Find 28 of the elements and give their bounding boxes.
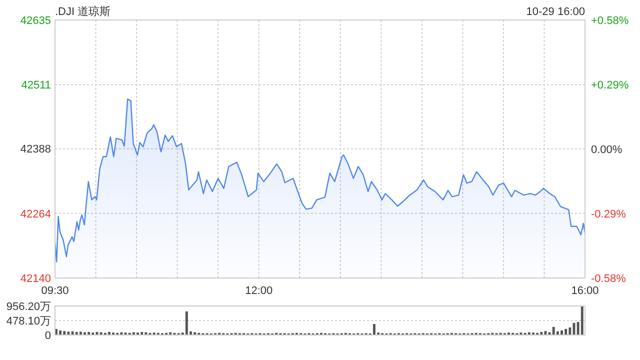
y-tick-label: 42635 bbox=[20, 15, 51, 27]
x-tick-label: 16:00 bbox=[571, 285, 599, 297]
y-tick-label: 42140 bbox=[20, 273, 51, 285]
x-tick-label: 09:30 bbox=[41, 285, 69, 297]
chart-title: .DJI 道琼斯 bbox=[55, 5, 111, 18]
y-tick-label: 42264 bbox=[20, 208, 51, 220]
y-tick-label: 478.10万 bbox=[6, 316, 51, 328]
bar bbox=[79, 332, 82, 335]
bar bbox=[568, 327, 572, 335]
y-tick-label: 42511 bbox=[21, 80, 51, 92]
bar bbox=[63, 331, 66, 335]
bar bbox=[373, 324, 376, 335]
bar bbox=[552, 326, 555, 335]
y-tick-label: 956.20万 bbox=[6, 301, 51, 313]
y2-tick-label: 0.00% bbox=[591, 144, 622, 156]
bar bbox=[580, 306, 584, 335]
y2-tick-label: -0.58% bbox=[591, 273, 626, 285]
y-tick-label: 42388 bbox=[20, 144, 51, 156]
bar bbox=[185, 311, 188, 335]
text: 10-29 16:00 bbox=[526, 6, 585, 18]
bar bbox=[67, 332, 70, 335]
x-tick-label: 12:00 bbox=[245, 285, 273, 297]
y2-tick-label: +0.58% bbox=[591, 15, 629, 27]
bar bbox=[564, 328, 568, 335]
bar bbox=[544, 331, 547, 335]
y2-tick-label: -0.29% bbox=[591, 208, 626, 220]
y2-tick-label: +0.29% bbox=[591, 80, 629, 92]
y-tick-label: 0 bbox=[44, 330, 51, 342]
